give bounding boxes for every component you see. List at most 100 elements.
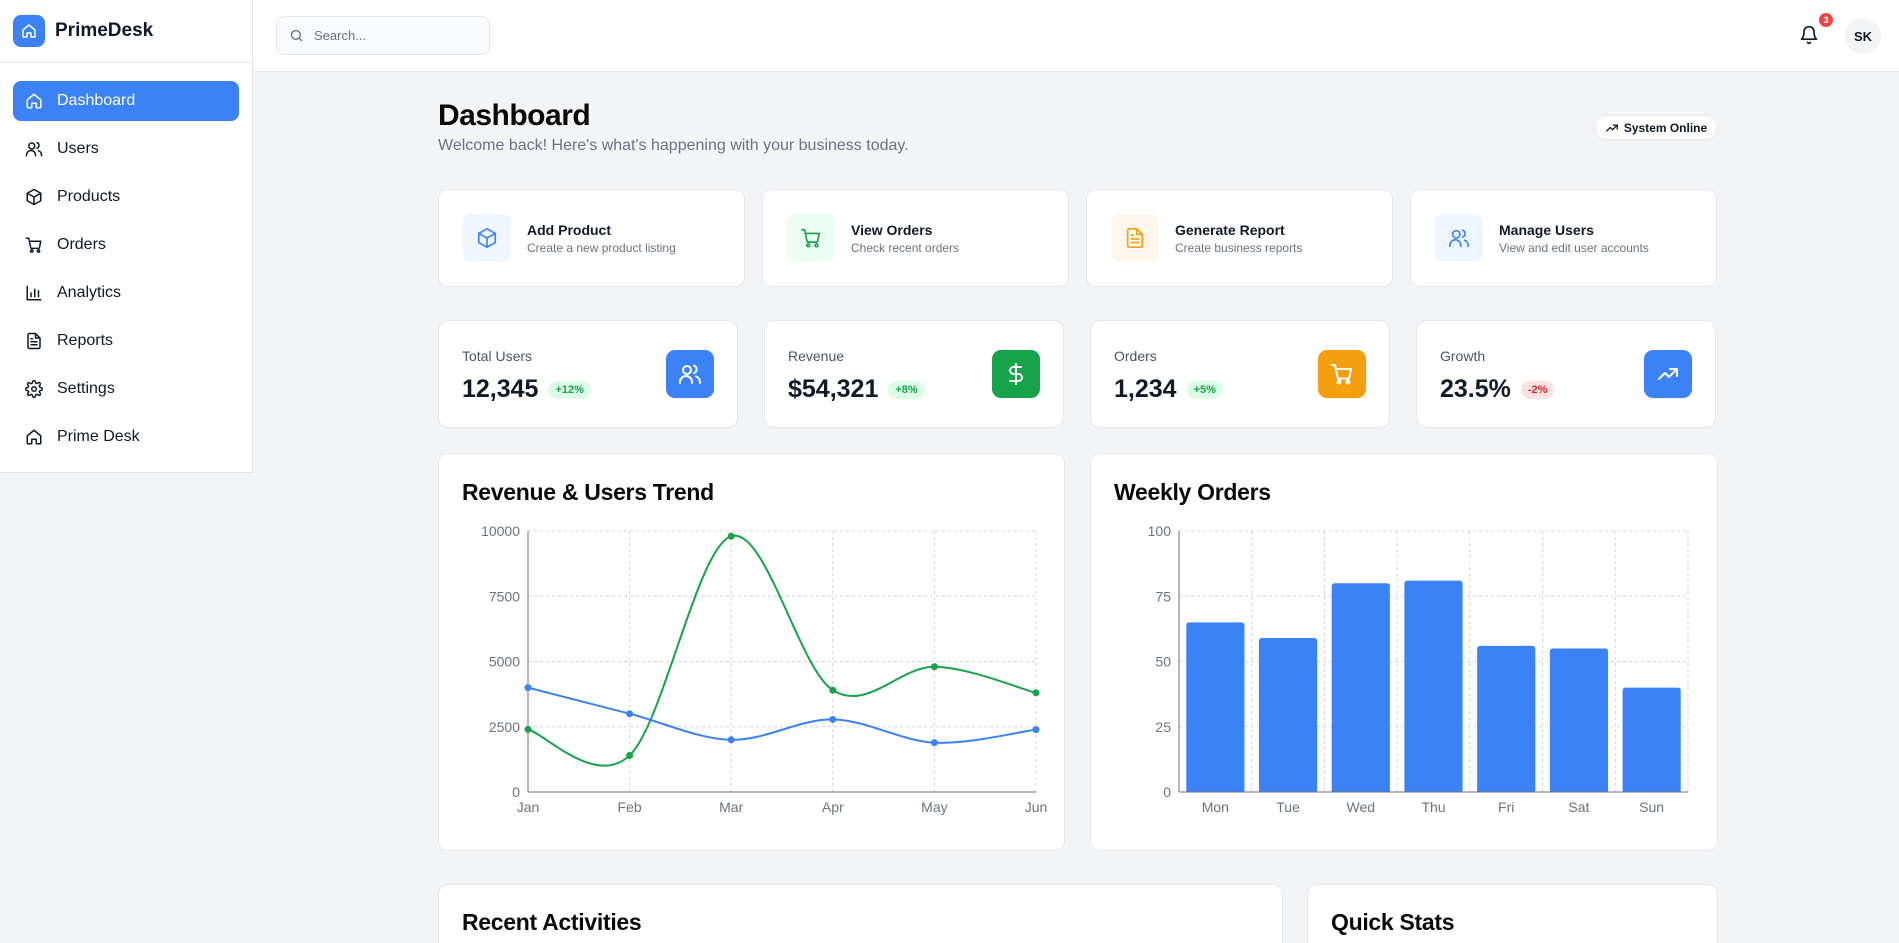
quick-action-title: Manage Users <box>1499 221 1594 238</box>
y-tick-label: 0 <box>512 784 520 800</box>
search-icon <box>290 29 303 42</box>
cart-icon <box>801 228 821 248</box>
bar <box>1622 687 1681 792</box>
quick-stats-title: Quick Stats <box>1331 909 1455 935</box>
quick-action-generate-report[interactable]: Generate Report Create business reports <box>1086 189 1393 287</box>
sidebar-item-users[interactable]: Users <box>13 129 239 169</box>
data-point <box>930 663 938 671</box>
bar <box>1549 648 1609 792</box>
x-tick-label: Thu <box>1421 799 1445 815</box>
page-title: Dashboard <box>438 99 591 132</box>
recent-activities-card: Recent Activities <box>438 884 1283 943</box>
quick-stats-card: Quick Stats <box>1307 884 1718 943</box>
sidebar-item-label: Settings <box>57 380 115 397</box>
system-status-badge: System Online <box>1594 115 1718 140</box>
quick-action-desc: Create business reports <box>1175 240 1303 255</box>
search-input[interactable] <box>314 28 474 43</box>
sidebar-item-label: Analytics <box>57 284 122 301</box>
x-tick-label: Jun <box>1025 799 1048 815</box>
system-status-label: System Online <box>1623 120 1708 135</box>
x-tick-label: Wed <box>1347 799 1376 815</box>
data-point <box>524 684 532 692</box>
quick-action-desc: Check recent orders <box>851 240 960 255</box>
bar-chart-icon <box>26 285 42 301</box>
quick-action-title: View Orders <box>851 221 933 238</box>
quick-action-view-orders[interactable]: View Orders Check recent orders <box>762 189 1069 287</box>
sidebar-item-prime-desk[interactable]: Prime Desk <box>13 417 239 457</box>
data-point <box>727 736 735 744</box>
stat-card-orders: Orders 1,234 +5% <box>1090 320 1390 428</box>
sidebar-item-settings[interactable]: Settings <box>13 369 239 409</box>
sidebar: PrimeDesk Dashboard Users Products Orders An… <box>0 0 253 473</box>
weekly-orders-card: Weekly Orders 0 25 50 75 100 Mon Tue Wed Thu Fri S… <box>1090 453 1718 851</box>
stat-card-revenue: Revenue $54,321 +8% <box>764 320 1064 428</box>
data-point <box>727 532 735 540</box>
stat-icon <box>666 350 714 398</box>
x-tick-label: Mar <box>719 799 743 815</box>
quick-action-icon <box>1111 214 1159 262</box>
home-icon <box>26 93 42 109</box>
sidebar-item-label: Dashboard <box>57 92 136 109</box>
bar <box>1186 622 1245 792</box>
stat-card-total-users: Total Users 12,345 +12% <box>438 320 738 428</box>
bell-icon[interactable] <box>1799 25 1819 45</box>
y-tick-label: 75 <box>1155 588 1171 604</box>
stat-card-growth: Growth 23.5% -2% <box>1416 320 1716 428</box>
x-tick-label: Sat <box>1568 799 1589 815</box>
sidebar-item-analytics[interactable]: Analytics <box>13 273 239 313</box>
quick-action-manage-users[interactable]: Manage Users View and edit user accounts <box>1410 189 1717 287</box>
x-tick-label: Feb <box>618 799 642 815</box>
trending-up-icon <box>1658 368 1678 380</box>
chart-title: Revenue & Users Trend <box>462 479 714 505</box>
y-tick-label: 2500 <box>489 719 520 735</box>
sidebar-item-orders[interactable]: Orders <box>13 225 239 265</box>
stat-value: 12,345 <box>462 375 539 403</box>
y-tick-label: 10000 <box>481 523 520 539</box>
sidebar-item-products[interactable]: Products <box>13 177 239 217</box>
sidebar-item-dashboard[interactable]: Dashboard <box>13 81 239 121</box>
line-chart: 0 2500 5000 7500 10000 Jan Feb Mar Apr May Jun <box>481 523 1048 815</box>
data-point <box>1032 726 1040 734</box>
home-icon <box>26 429 42 445</box>
bar <box>1258 638 1318 792</box>
chart-title: Weekly Orders <box>1114 479 1271 505</box>
sidebar-item-label: Orders <box>57 236 106 253</box>
quick-action-add-product[interactable]: Add Product Create a new product listing <box>438 189 745 287</box>
bar <box>1331 583 1390 792</box>
quick-action-icon <box>787 214 835 262</box>
bar-chart: 0 25 50 75 100 Mon Tue Wed Thu Fri Sat Sun <box>1148 523 1689 815</box>
brand-name: PrimeDesk <box>55 20 154 41</box>
x-tick-label: Tue <box>1276 799 1300 815</box>
stat-change-badge: +5% <box>1186 380 1223 399</box>
y-tick-label: 7500 <box>489 588 520 604</box>
series-line <box>527 686 1037 744</box>
x-tick-label: Jan <box>517 799 540 815</box>
quick-action-title: Generate Report <box>1175 221 1285 238</box>
sidebar-item-label: Users <box>57 140 99 157</box>
chart-grid <box>528 530 1037 792</box>
cart-icon <box>25 237 42 253</box>
y-tick-label: 50 <box>1155 654 1171 670</box>
search-box[interactable] <box>276 16 490 55</box>
stat-value: 23.5% <box>1440 375 1511 403</box>
bar <box>1477 645 1536 792</box>
x-tick-label: Mon <box>1202 799 1229 815</box>
stat-icon <box>992 350 1040 398</box>
data-point <box>1032 689 1040 697</box>
stat-change-badge: +8% <box>888 380 925 399</box>
avatar[interactable]: SK <box>1845 18 1881 54</box>
data-point <box>626 710 634 718</box>
sidebar-item-reports[interactable]: Reports <box>13 321 239 361</box>
cart-icon <box>1331 364 1352 385</box>
y-tick-label: 25 <box>1155 719 1171 735</box>
quick-action-title: Add Product <box>527 221 611 238</box>
x-tick-label: Sun <box>1639 799 1664 815</box>
sidebar-item-label: Reports <box>57 332 114 349</box>
recent-activities-title: Recent Activities <box>462 909 642 935</box>
x-tick-label: Apr <box>822 799 844 815</box>
quick-action-icon <box>1435 214 1483 262</box>
revenue-users-trend-card: Revenue & Users Trend 0 2500 5000 7500 10000… <box>438 453 1065 851</box>
file-report-icon <box>1126 228 1144 248</box>
y-tick-label: 100 <box>1148 523 1172 539</box>
data-point <box>829 715 837 723</box>
